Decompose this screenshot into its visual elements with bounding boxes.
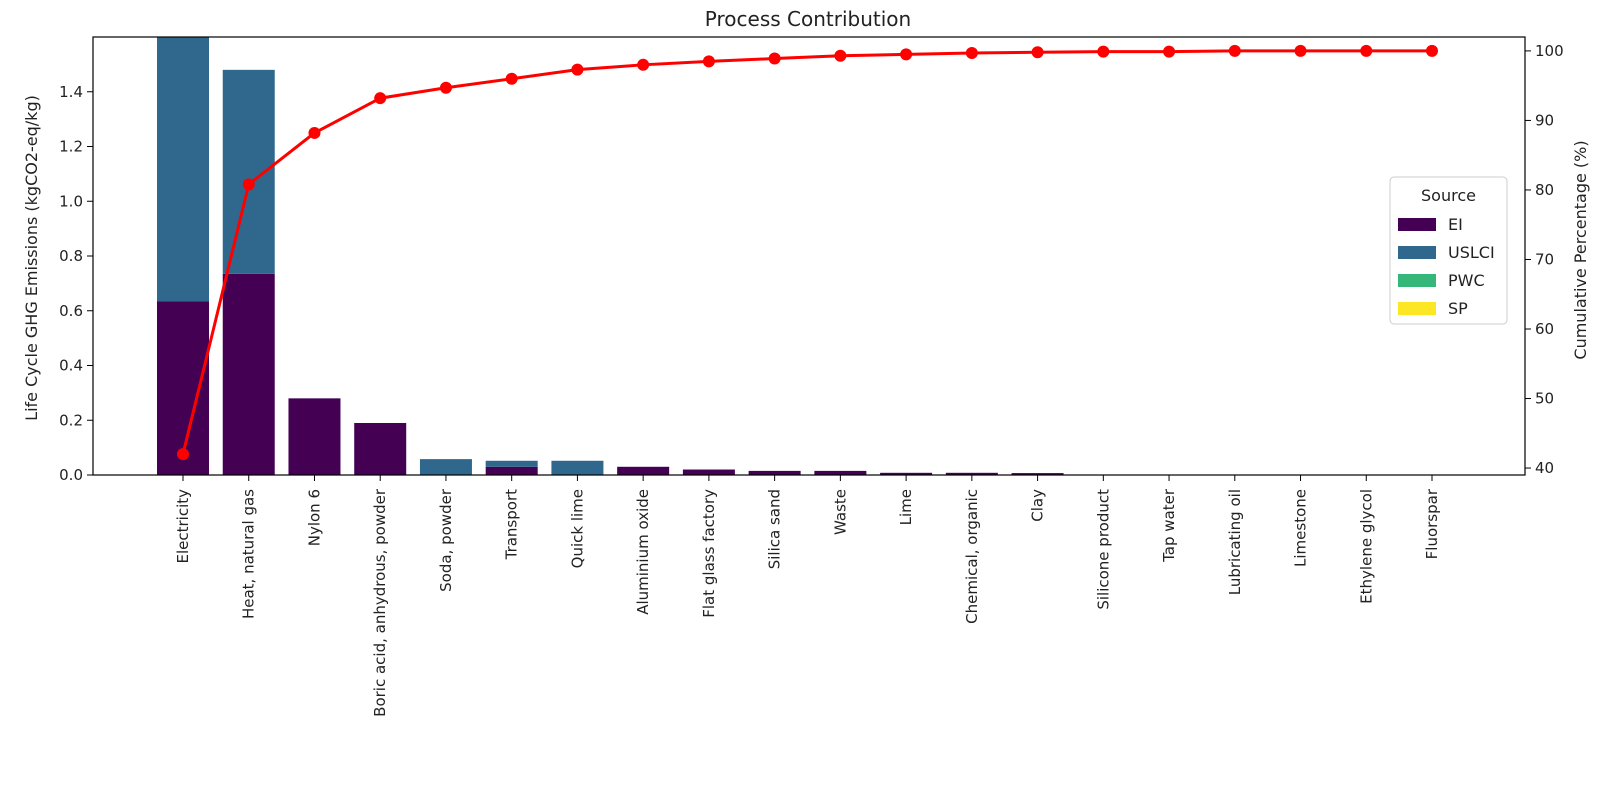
bar-uslci bbox=[551, 461, 603, 475]
y-tick-label: 0.8 bbox=[59, 247, 83, 265]
bar-ei bbox=[486, 467, 538, 475]
y2-tick-label: 40 bbox=[1535, 459, 1554, 477]
x-tick-label: Limestone bbox=[1292, 489, 1310, 567]
bar-ei bbox=[354, 423, 406, 475]
legend-label: EI bbox=[1448, 215, 1463, 234]
cumulative-point bbox=[900, 48, 912, 60]
y2-tick-label: 100 bbox=[1535, 42, 1564, 60]
legend-swatch bbox=[1398, 274, 1436, 287]
y-tick-label: 1.4 bbox=[59, 83, 83, 101]
x-tick-label: Heat, natural gas bbox=[240, 489, 258, 619]
x-tick-label: Transport bbox=[503, 489, 521, 561]
bar-ei bbox=[683, 470, 735, 475]
cumulative-point bbox=[506, 73, 518, 85]
bar-ei bbox=[814, 471, 866, 475]
x-tick-label: Silica sand bbox=[766, 489, 784, 569]
bar-ei bbox=[749, 471, 801, 475]
legend: Source EI USLCI PWC SP bbox=[1390, 177, 1507, 324]
y-tick-label: 0.4 bbox=[59, 357, 83, 375]
bar-uslci bbox=[420, 459, 472, 475]
x-tick-label: Electricity bbox=[174, 489, 192, 564]
x-tick-label: Chemical, organic bbox=[963, 489, 981, 624]
cumulative-point bbox=[571, 64, 583, 76]
cumulative-point bbox=[637, 59, 649, 71]
cumulative-point bbox=[1097, 46, 1109, 58]
legend-label: SP bbox=[1448, 299, 1468, 318]
bar-ei bbox=[288, 398, 340, 475]
cumulative-point bbox=[966, 47, 978, 59]
x-tick-label: Quick lime bbox=[568, 489, 586, 568]
cumulative-point bbox=[177, 448, 189, 460]
y2-tick-label: 50 bbox=[1535, 390, 1554, 408]
cumulative-point bbox=[440, 82, 452, 94]
cumulative-point bbox=[1360, 45, 1372, 57]
cumulative-point bbox=[308, 127, 320, 139]
bar-ei bbox=[223, 274, 275, 475]
cumulative-point bbox=[1229, 45, 1241, 57]
legend-label: PWC bbox=[1448, 271, 1485, 290]
y-tick-label: 1.0 bbox=[59, 192, 83, 210]
cumulative-point bbox=[1295, 45, 1307, 57]
y-tick-label: 0.2 bbox=[59, 411, 83, 429]
cumulative-line bbox=[183, 51, 1432, 454]
y-axis-title: Life Cycle GHG Emissions (kgCO2-eq/kg) bbox=[22, 95, 41, 421]
x-tick-label: Soda, powder bbox=[437, 488, 455, 592]
x-tick-label: Flat glass factory bbox=[700, 489, 718, 618]
chart-title: Process Contribution bbox=[705, 7, 911, 31]
y-tick-label: 1.2 bbox=[59, 138, 83, 156]
y2-axis-title: Cumulative Percentage (%) bbox=[1571, 140, 1590, 359]
x-tick-label: Tap water bbox=[1160, 488, 1178, 563]
x-tick-label: Lime bbox=[897, 489, 915, 525]
x-tick-label: Aluminium oxide bbox=[634, 489, 652, 615]
cumulative-point bbox=[703, 55, 715, 67]
y2-tick-label: 70 bbox=[1535, 250, 1554, 268]
x-tick-label: Clay bbox=[1029, 489, 1047, 522]
legend-swatch bbox=[1398, 246, 1436, 259]
cumulative-point bbox=[374, 92, 386, 104]
x-tick-label: Silicone product bbox=[1094, 489, 1112, 610]
bar-ei bbox=[617, 467, 669, 475]
cumulative-line-layer bbox=[177, 45, 1438, 460]
y-tick-label: 0.6 bbox=[59, 302, 83, 320]
bar-uslci bbox=[486, 461, 538, 467]
cumulative-point bbox=[834, 50, 846, 62]
x-tick-label: Ethylene glycol bbox=[1357, 489, 1375, 604]
y-tick-label: 0.0 bbox=[59, 466, 83, 484]
y2-tick-label: 80 bbox=[1535, 181, 1554, 199]
x-tick-label: Waste bbox=[831, 489, 849, 535]
bars-layer bbox=[157, 37, 1458, 475]
legend-label: USLCI bbox=[1448, 243, 1495, 262]
cumulative-point bbox=[243, 178, 255, 190]
legend-swatch bbox=[1398, 302, 1436, 315]
cumulative-point bbox=[769, 53, 781, 65]
cumulative-point bbox=[1032, 46, 1044, 58]
cumulative-point bbox=[1163, 46, 1175, 58]
y2-tick-label: 60 bbox=[1535, 320, 1554, 338]
x-tick-label: Boric acid, anhydrous, powder bbox=[371, 488, 389, 717]
x-tick-label: Nylon 6 bbox=[305, 489, 323, 546]
x-tick-label: Fluorspar bbox=[1423, 488, 1441, 559]
bar-uslci bbox=[157, 37, 209, 301]
x-tick-label: Lubricating oil bbox=[1226, 489, 1244, 595]
legend-title: Source bbox=[1421, 186, 1476, 205]
legend-swatch bbox=[1398, 218, 1436, 231]
ticks-layer: 0.0 0.2 0.4 0.6 0.8 1.0 1.2 1.4 40 50 60 70 80 90 100 E… bbox=[59, 42, 1564, 717]
y2-tick-label: 90 bbox=[1535, 111, 1554, 129]
cumulative-point bbox=[1426, 45, 1438, 57]
